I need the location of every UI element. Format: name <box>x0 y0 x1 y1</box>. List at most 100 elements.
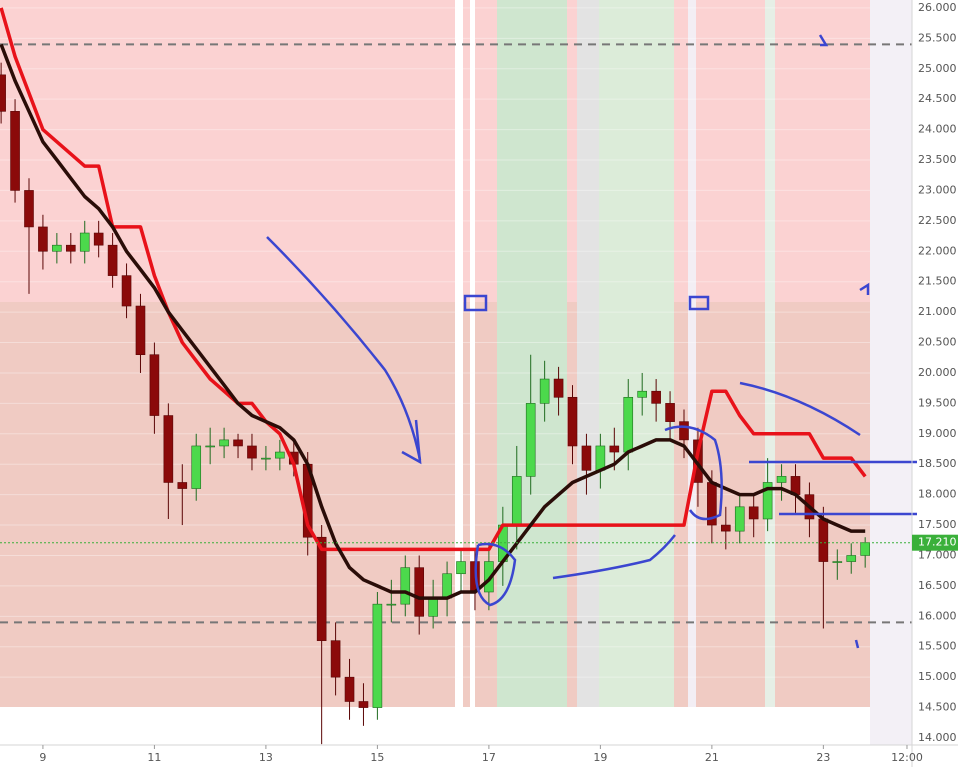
x-tick-label: 17 <box>482 751 496 764</box>
band <box>470 0 475 707</box>
circle-stroke <box>474 542 517 607</box>
candle-body <box>93 232 104 246</box>
candle-body <box>846 555 857 562</box>
x-tick-label: 12:00 <box>891 751 923 764</box>
candle-body <box>163 415 174 483</box>
y-tick-label: 23.000 <box>918 183 957 196</box>
candle-body <box>762 482 773 520</box>
y-tick-label: 22.500 <box>918 214 957 227</box>
y-tick-label: 21.000 <box>918 305 957 318</box>
x-tick-label: 21 <box>705 751 719 764</box>
candle-body <box>177 482 188 489</box>
candle-body <box>149 354 160 416</box>
y-tick-label: 14.500 <box>918 701 957 714</box>
candle-body <box>38 226 48 252</box>
last-price-label: 17.210 <box>918 536 957 549</box>
y-tick-label: 16.000 <box>918 609 957 622</box>
y-tick-label: 20.000 <box>918 366 957 379</box>
y-tick-label: 14.000 <box>918 731 957 744</box>
y-tick-label: 23.500 <box>918 153 957 166</box>
arrow-stroke <box>401 419 422 465</box>
y-tick-label: 16.500 <box>918 579 957 592</box>
candle-body <box>330 640 341 678</box>
candle-body <box>748 506 759 520</box>
band <box>599 0 674 707</box>
candle-body <box>665 403 675 422</box>
candle-body <box>734 506 745 532</box>
candle-body <box>233 439 243 447</box>
candle-body <box>721 524 731 532</box>
candle-body <box>581 445 592 471</box>
candle-body <box>860 542 870 556</box>
y-tick-label: 17.000 <box>918 548 957 561</box>
y-tick-label: 21.500 <box>918 275 957 288</box>
y-tick-label: 24.000 <box>918 123 957 136</box>
y-tick-label: 18.000 <box>918 488 957 501</box>
candle-body <box>316 536 327 641</box>
candle-body <box>442 573 452 599</box>
candle-body <box>65 244 76 252</box>
axes: 14.000 14.500 15.000 15.500 16.000 16.500 17.0… <box>39 1 958 764</box>
arrow-stroke <box>859 282 870 295</box>
arrow-stroke <box>739 381 861 437</box>
annotations <box>266 34 917 649</box>
x-tick-label: 23 <box>816 751 830 764</box>
candle-body <box>275 451 285 459</box>
candle-body <box>261 457 271 460</box>
y-tick-label: 15.500 <box>918 640 957 653</box>
last-price-tag <box>912 534 958 551</box>
box <box>463 294 488 312</box>
arrow-stroke <box>818 34 829 47</box>
candle-body <box>400 567 411 605</box>
y-tick-label: 20.500 <box>918 336 957 349</box>
candle-body <box>637 390 647 398</box>
candle-body <box>372 603 383 708</box>
circle-stroke <box>664 425 723 521</box>
candle-body <box>107 244 118 276</box>
box <box>688 295 710 311</box>
candle-body <box>609 445 620 453</box>
y-tick-label: 25.500 <box>918 31 957 44</box>
indicator-line <box>0 7 867 552</box>
y-tick-label: 15.000 <box>918 670 957 683</box>
candle-body <box>539 378 550 404</box>
candle-body <box>525 403 536 477</box>
candle-body <box>79 232 90 252</box>
candle-body <box>344 676 355 702</box>
candle-body <box>219 439 229 447</box>
band <box>870 0 912 745</box>
candle-body <box>776 476 787 483</box>
candle-body <box>595 445 606 471</box>
candle-body <box>10 111 20 191</box>
candle-body <box>651 390 661 404</box>
band <box>688 0 696 707</box>
candle-body <box>832 561 843 563</box>
candle-body <box>414 567 425 617</box>
y-tick-label: 17.500 <box>918 518 957 531</box>
arrow-stroke <box>854 639 860 649</box>
y-tick-label: 22.000 <box>918 244 957 257</box>
band <box>577 0 599 707</box>
candle-body <box>386 603 397 606</box>
candle-body <box>679 421 689 441</box>
y-tick-label: 24.500 <box>918 92 957 105</box>
candle-body <box>511 476 522 526</box>
candle-body <box>247 445 257 459</box>
candle-body <box>567 396 578 447</box>
band <box>765 0 775 707</box>
y-tick-label: 19.000 <box>918 427 957 440</box>
candle-body <box>0 74 6 112</box>
session-bands <box>0 0 912 745</box>
arrow-stroke <box>552 534 676 580</box>
y-tick-label: 18.500 <box>918 457 957 470</box>
candle-body <box>358 701 369 708</box>
x-tick-label: 9 <box>39 751 46 764</box>
band <box>497 0 567 707</box>
candle-body <box>553 378 564 398</box>
band <box>0 302 870 707</box>
y-tick-label: 19.500 <box>918 396 957 409</box>
candle-body <box>623 396 634 453</box>
y-tick-label: 25.000 <box>918 62 957 75</box>
x-tick-label: 15 <box>370 751 384 764</box>
